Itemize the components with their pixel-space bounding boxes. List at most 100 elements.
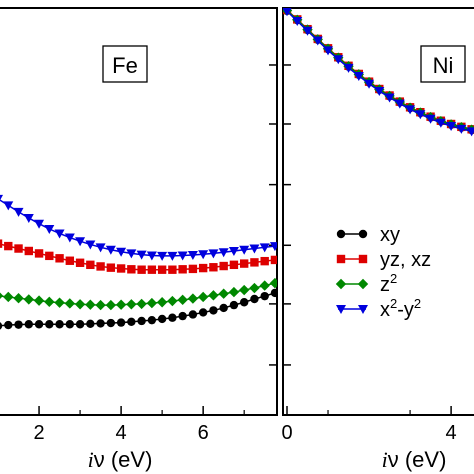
- data-point-yz-xz: [34, 249, 44, 258]
- data-point-x2-y2: [44, 225, 55, 235]
- data-point-x2-y2: [302, 26, 313, 36]
- data-point-yz-xz: [147, 265, 157, 274]
- legend-marker: [336, 305, 346, 314]
- data-point-xy: [250, 294, 259, 304]
- data-point-yz-xz: [250, 258, 259, 267]
- data-point-xy: [209, 306, 218, 315]
- data-point-z2: [269, 277, 277, 289]
- data-point-x2-y2: [3, 201, 14, 211]
- data-point-x2-y2: [292, 17, 303, 27]
- data-point-xy: [55, 320, 64, 329]
- data-point-z2: [146, 297, 158, 309]
- data-point-yz-xz: [96, 262, 105, 271]
- legend-marker: [335, 278, 347, 290]
- data-point-x2-y2: [249, 244, 260, 254]
- data-point-yz-xz: [198, 263, 208, 273]
- data-point-xy: [137, 316, 146, 326]
- data-point-x2-y2: [415, 110, 426, 120]
- data-point-x2-y2: [0, 194, 4, 201]
- panel-label-text: Ni: [433, 53, 454, 78]
- data-point-x2-y2: [75, 237, 86, 247]
- data-point-z2: [228, 286, 240, 298]
- data-point-xy: [116, 318, 126, 327]
- data-point-yz-xz: [239, 259, 249, 268]
- data-point-yz-xz: [188, 264, 198, 274]
- legend-entry: z2: [335, 271, 397, 296]
- fe-panel: 2 4 6 Fe iν (eV): [0, 7, 278, 472]
- data-point-x2-y2: [333, 55, 344, 65]
- data-point-x2-y2: [228, 246, 239, 256]
- data-point-z2: [3, 291, 14, 303]
- legend-marker: [358, 305, 368, 314]
- data-point-x2-y2: [364, 79, 375, 89]
- legend-marker: [358, 254, 368, 264]
- data-point-z2: [0, 292, 4, 299]
- legend-marker: [358, 229, 368, 239]
- data-point-x2-y2: [218, 248, 229, 258]
- data-point-z2: [64, 298, 76, 309]
- series-line-x2-y2: [0, 199, 276, 257]
- data-point-x2-y2: [208, 249, 219, 259]
- data-point-x2-y2: [323, 46, 334, 56]
- data-point-xy: [86, 319, 95, 329]
- plot-frame: [0, 7, 278, 416]
- data-point-z2: [167, 295, 178, 307]
- data-point-z2: [54, 297, 65, 308]
- data-point-yz-xz: [65, 256, 75, 265]
- data-point-xy: [24, 320, 33, 329]
- data-point-x2-y2: [95, 243, 106, 253]
- legend-marker: [336, 254, 346, 264]
- x-tick-label: 6: [198, 422, 209, 444]
- data-point-z2: [218, 288, 229, 299]
- data-point-xy: [219, 303, 228, 313]
- data-point-z2: [126, 299, 137, 310]
- data-point-x2-y2: [116, 247, 127, 257]
- data-point-z2: [208, 290, 219, 301]
- data-point-yz-xz: [116, 264, 126, 273]
- data-point-yz-xz: [270, 255, 277, 265]
- data-point-x2-y2: [126, 249, 137, 259]
- data-point-yz-xz: [75, 258, 85, 267]
- data-point-x2-y2: [136, 250, 147, 260]
- x-tick-label: 2: [33, 422, 44, 444]
- data-point-xy: [270, 288, 277, 298]
- data-point-x2-y2: [312, 36, 323, 46]
- data-point-x2-y2: [374, 87, 385, 97]
- data-point-yz-xz: [260, 256, 269, 266]
- data-point-yz-xz: [45, 251, 54, 261]
- data-point-x2-y2: [54, 229, 65, 239]
- legend-marker: [357, 278, 369, 290]
- data-point-z2: [187, 293, 199, 304]
- data-point-x2-y2: [269, 242, 277, 252]
- legend-entry: xy: [336, 224, 400, 246]
- panel-label-text: Fe: [112, 53, 138, 78]
- data-point-z2: [105, 299, 117, 311]
- data-point-z2: [74, 299, 86, 310]
- data-point-xy: [96, 319, 105, 328]
- data-point-x2-y2: [425, 114, 436, 124]
- data-point-x2-y2: [177, 251, 188, 261]
- x-axis-label: iν (eV): [382, 447, 447, 472]
- data-point-x2-y2: [384, 93, 395, 103]
- data-point-yz-xz: [137, 265, 146, 274]
- data-point-z2: [238, 284, 250, 296]
- data-point-x2-y2: [34, 219, 45, 229]
- data-point-yz-xz: [55, 254, 64, 263]
- data-point-xy: [178, 311, 187, 321]
- data-point-yz-xz: [4, 241, 13, 251]
- panel-label-box: [420, 45, 466, 83]
- data-point-x2-y2: [466, 127, 474, 137]
- data-point-x2-y2: [446, 122, 457, 132]
- data-point-z2: [177, 294, 188, 306]
- data-point-yz-xz: [219, 261, 228, 271]
- data-point-xy: [239, 298, 249, 307]
- data-point-xy: [14, 320, 23, 329]
- data-point-z2: [85, 299, 96, 310]
- data-point-x2-y2: [146, 251, 157, 261]
- data-point-z2: [23, 294, 34, 305]
- data-point-x2-y2: [13, 207, 24, 217]
- legend-label: x2-y2: [380, 296, 421, 321]
- data-point-xy: [0, 322, 3, 330]
